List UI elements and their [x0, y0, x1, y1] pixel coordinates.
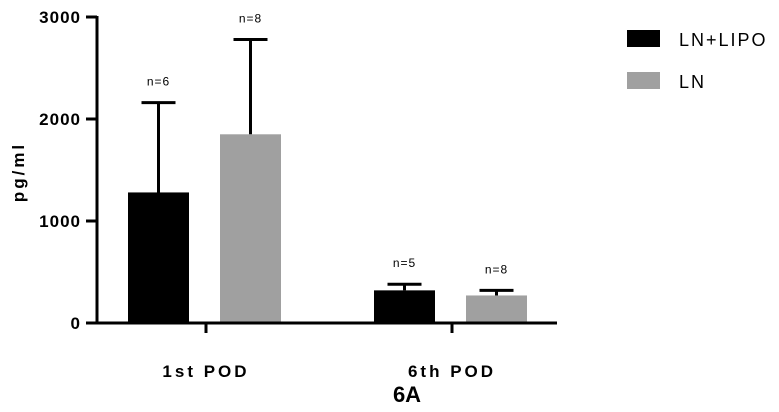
bars-layer — [128, 134, 527, 323]
y-tick-label-0: 0 — [71, 314, 81, 333]
y-ticks-layer: 0 1000 2000 3000 — [39, 8, 97, 333]
n-label-s1-c0: n=8 — [239, 11, 262, 25]
error-bars-layer — [141, 37, 514, 296]
legend-label-ln: LN — [679, 72, 706, 92]
bar-s0-c0 — [128, 192, 189, 323]
chart-title: 6A — [393, 382, 421, 407]
bar-s1-c0 — [220, 134, 281, 323]
legend-label-ln-lipo: LN+LIPO — [679, 30, 768, 50]
error-bar-s0-c0 — [141, 101, 176, 193]
error-bar-s1-c1 — [479, 288, 514, 296]
x-tick-label-0: 1st POD — [162, 362, 249, 381]
error-bar-s0-c1 — [387, 282, 422, 291]
x-tick-label-1: 6th POD — [408, 362, 496, 381]
y-axis-label: pg/ml — [9, 142, 28, 202]
x-ticks-layer: 1st POD 6th POD — [162, 323, 496, 381]
legend: LN+LIPO LN — [627, 30, 768, 92]
y-tick-label-2: 2000 — [39, 110, 81, 129]
n-label-s0-c1: n=5 — [393, 256, 416, 270]
bar-s0-c1 — [374, 290, 435, 323]
y-tick-label-3: 3000 — [39, 8, 81, 27]
n-labels-layer: n=6 n=5 n=8 n=8 — [147, 11, 508, 276]
n-label-s1-c1: n=8 — [485, 262, 508, 276]
legend-swatch-ln — [627, 72, 660, 89]
legend-swatch-ln-lipo — [627, 30, 660, 47]
error-bar-s1-c0 — [233, 37, 268, 135]
n-label-s0-c0: n=6 — [147, 75, 170, 89]
y-tick-label-1: 1000 — [39, 212, 81, 231]
bar-s1-c1 — [466, 295, 527, 323]
